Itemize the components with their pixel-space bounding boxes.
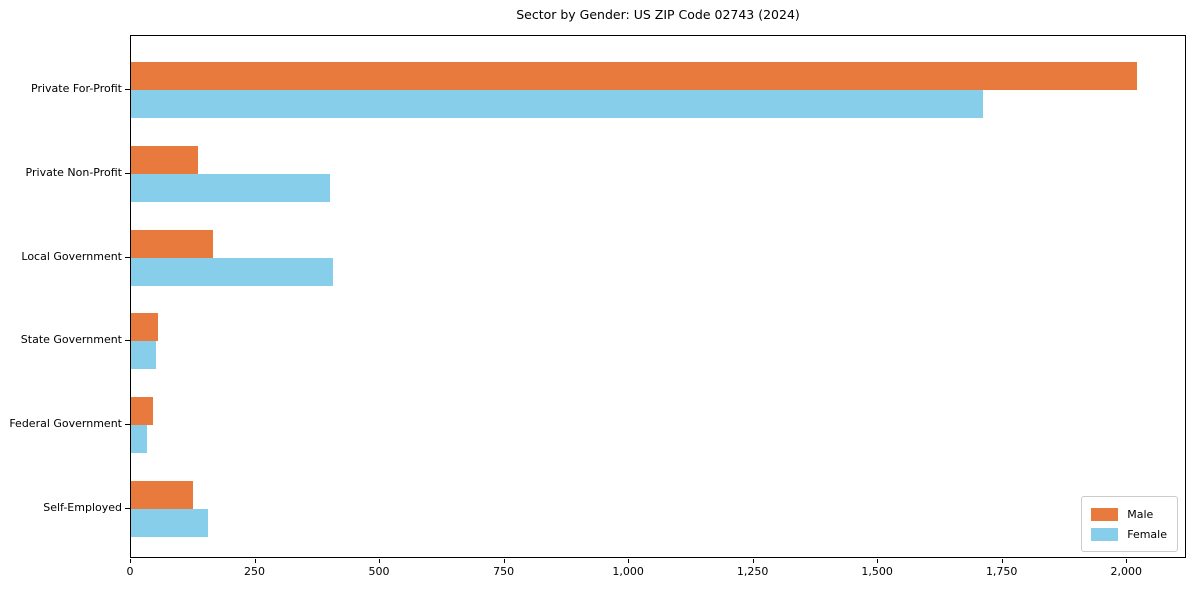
x-axis-tick-label: 2,000 bbox=[1110, 565, 1142, 578]
x-axis-tick bbox=[1001, 559, 1003, 563]
bar-male-1 bbox=[131, 145, 199, 174]
x-axis-tick-label: 250 bbox=[244, 565, 266, 578]
y-axis-label: State Government bbox=[20, 333, 122, 347]
bar-female-0 bbox=[131, 90, 983, 118]
y-axis-label: Federal Government bbox=[9, 417, 122, 431]
bar-male-0 bbox=[131, 62, 1138, 90]
bar-male-5 bbox=[131, 481, 193, 509]
y-axis-tick bbox=[125, 256, 130, 258]
x-axis-tick-label: 1,250 bbox=[736, 565, 769, 578]
bar-female-3 bbox=[131, 341, 156, 370]
y-axis-tick bbox=[125, 508, 130, 509]
bar-female-5 bbox=[131, 509, 209, 537]
y-axis-tick bbox=[125, 89, 130, 90]
x-axis-tick-label: 0 bbox=[126, 565, 134, 578]
bar-female-2 bbox=[131, 257, 333, 286]
plot-area: Male Female bbox=[130, 35, 1186, 558]
x-axis-tick bbox=[130, 559, 131, 563]
bar-male-4 bbox=[131, 397, 153, 426]
legend-swatch-female bbox=[1091, 527, 1119, 541]
x-axis-tick-label: 1,000 bbox=[612, 565, 644, 578]
x-axis-tick bbox=[628, 559, 630, 563]
x-axis-tick-label: 500 bbox=[368, 565, 390, 578]
y-axis-label: Private Non-Profit bbox=[25, 165, 122, 179]
legend: Male Female bbox=[1081, 496, 1178, 552]
bar-female-4 bbox=[131, 425, 147, 454]
x-axis-tick-label: 1,500 bbox=[861, 565, 893, 578]
x-axis-tick-label: 1,750 bbox=[985, 565, 1018, 578]
legend-label: Female bbox=[1127, 527, 1167, 541]
bar-male-3 bbox=[131, 313, 159, 342]
chart-title: Sector by Gender: US ZIP Code 02743 (202… bbox=[516, 7, 800, 22]
x-axis-tick bbox=[254, 559, 256, 563]
legend-label: Male bbox=[1127, 507, 1154, 521]
x-axis-tick-label: 750 bbox=[493, 565, 515, 578]
legend-entry-female: Female bbox=[1091, 524, 1167, 544]
bar-female-1 bbox=[131, 173, 331, 202]
x-axis-tick bbox=[503, 559, 505, 563]
y-axis-label: Self-Employed bbox=[43, 501, 122, 514]
x-axis-tick bbox=[379, 559, 381, 563]
bar-male-2 bbox=[131, 229, 214, 258]
y-axis-tick bbox=[125, 172, 130, 174]
x-axis-tick bbox=[752, 559, 754, 563]
legend-entry-male: Male bbox=[1091, 504, 1167, 524]
y-axis-tick bbox=[125, 424, 130, 426]
x-axis-tick bbox=[1126, 559, 1128, 563]
legend-swatch-male bbox=[1091, 507, 1119, 521]
y-axis-tick bbox=[125, 340, 130, 342]
x-axis-tick bbox=[877, 559, 879, 563]
y-axis-label: Private For-Profit bbox=[31, 82, 122, 95]
y-axis-label: Local Government bbox=[21, 249, 122, 263]
